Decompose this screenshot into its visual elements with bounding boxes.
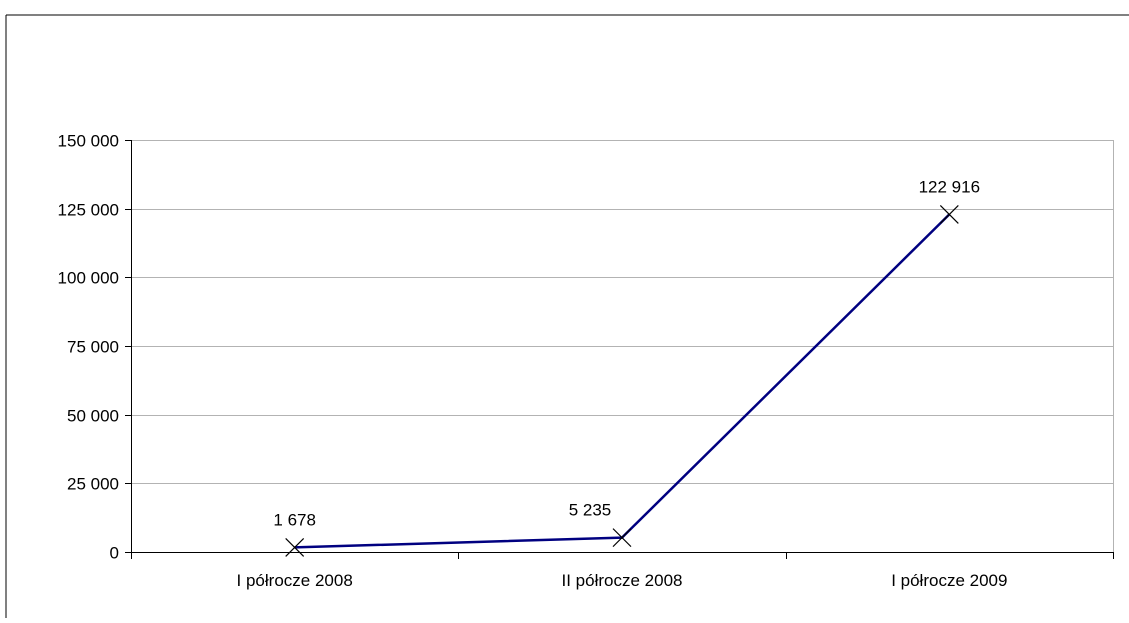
x-axis: I półrocze 2008 II półrocze 2008 I półrocz… bbox=[131, 552, 1114, 590]
series-markers bbox=[285, 204, 959, 557]
data-point-marker bbox=[285, 537, 305, 557]
y-tick-label: 125 000 bbox=[58, 201, 119, 220]
data-label: 122 916 bbox=[919, 177, 980, 196]
marker-stroke bbox=[612, 528, 632, 548]
y-tick-label: 25 000 bbox=[67, 475, 119, 494]
data-labels: 1 678 5 235 122 916 bbox=[273, 177, 980, 529]
marker-stroke bbox=[285, 537, 305, 557]
x-tick-label: I półrocze 2008 bbox=[237, 571, 353, 590]
x-tick-label: I półrocze 2009 bbox=[891, 571, 1007, 590]
y-tick-label: 150 000 bbox=[58, 132, 119, 151]
series-lines bbox=[294, 213, 951, 549]
y-tick-label: 100 000 bbox=[58, 269, 119, 288]
data-point-marker bbox=[939, 204, 959, 224]
marker-stroke bbox=[939, 204, 959, 224]
x-tick-label: II półrocze 2008 bbox=[562, 571, 683, 590]
y-axis: 0 25 000 50 000 75 000 100 000 125 000 150 000 bbox=[58, 132, 132, 563]
series-line bbox=[294, 213, 951, 549]
data-point-marker bbox=[612, 528, 632, 548]
gridlines bbox=[131, 140, 1114, 552]
y-tick-label: 50 000 bbox=[67, 407, 119, 426]
y-tick-label: 75 000 bbox=[67, 338, 119, 357]
data-label: 5 235 bbox=[569, 501, 612, 520]
data-label: 1 678 bbox=[273, 510, 316, 529]
y-tick-label: 0 bbox=[110, 544, 119, 563]
